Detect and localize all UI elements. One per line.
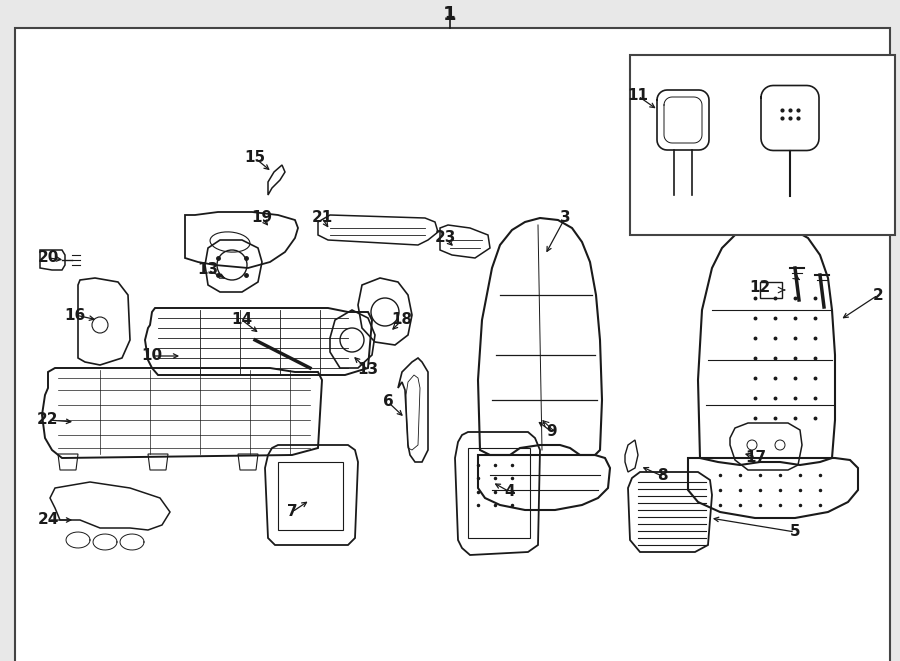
Text: 6: 6 xyxy=(382,395,393,410)
Text: 19: 19 xyxy=(251,210,273,225)
Text: 13: 13 xyxy=(197,262,219,278)
Bar xyxy=(278,462,343,530)
Text: 13: 13 xyxy=(357,362,379,377)
Text: 5: 5 xyxy=(789,524,800,539)
Text: 24: 24 xyxy=(37,512,58,527)
Text: 1: 1 xyxy=(445,7,455,22)
Text: 16: 16 xyxy=(65,307,86,323)
Text: 3: 3 xyxy=(560,210,571,225)
Bar xyxy=(468,448,530,538)
Text: 22: 22 xyxy=(37,412,58,428)
Text: 2: 2 xyxy=(873,288,884,303)
Bar xyxy=(630,55,895,235)
Text: 7: 7 xyxy=(287,504,297,520)
Text: 21: 21 xyxy=(311,210,333,225)
Text: 8: 8 xyxy=(657,469,667,483)
Text: 23: 23 xyxy=(435,231,455,245)
Text: 15: 15 xyxy=(245,151,266,165)
Text: 14: 14 xyxy=(231,313,253,327)
Text: 9: 9 xyxy=(546,424,557,440)
Text: 10: 10 xyxy=(141,348,163,364)
Text: 12: 12 xyxy=(750,280,770,295)
Text: 20: 20 xyxy=(37,251,58,266)
Text: 4: 4 xyxy=(505,485,516,500)
Text: 18: 18 xyxy=(392,313,412,327)
Text: 11: 11 xyxy=(627,89,649,104)
Bar xyxy=(760,282,782,298)
Text: 17: 17 xyxy=(745,449,767,465)
Text: 1: 1 xyxy=(443,5,457,24)
